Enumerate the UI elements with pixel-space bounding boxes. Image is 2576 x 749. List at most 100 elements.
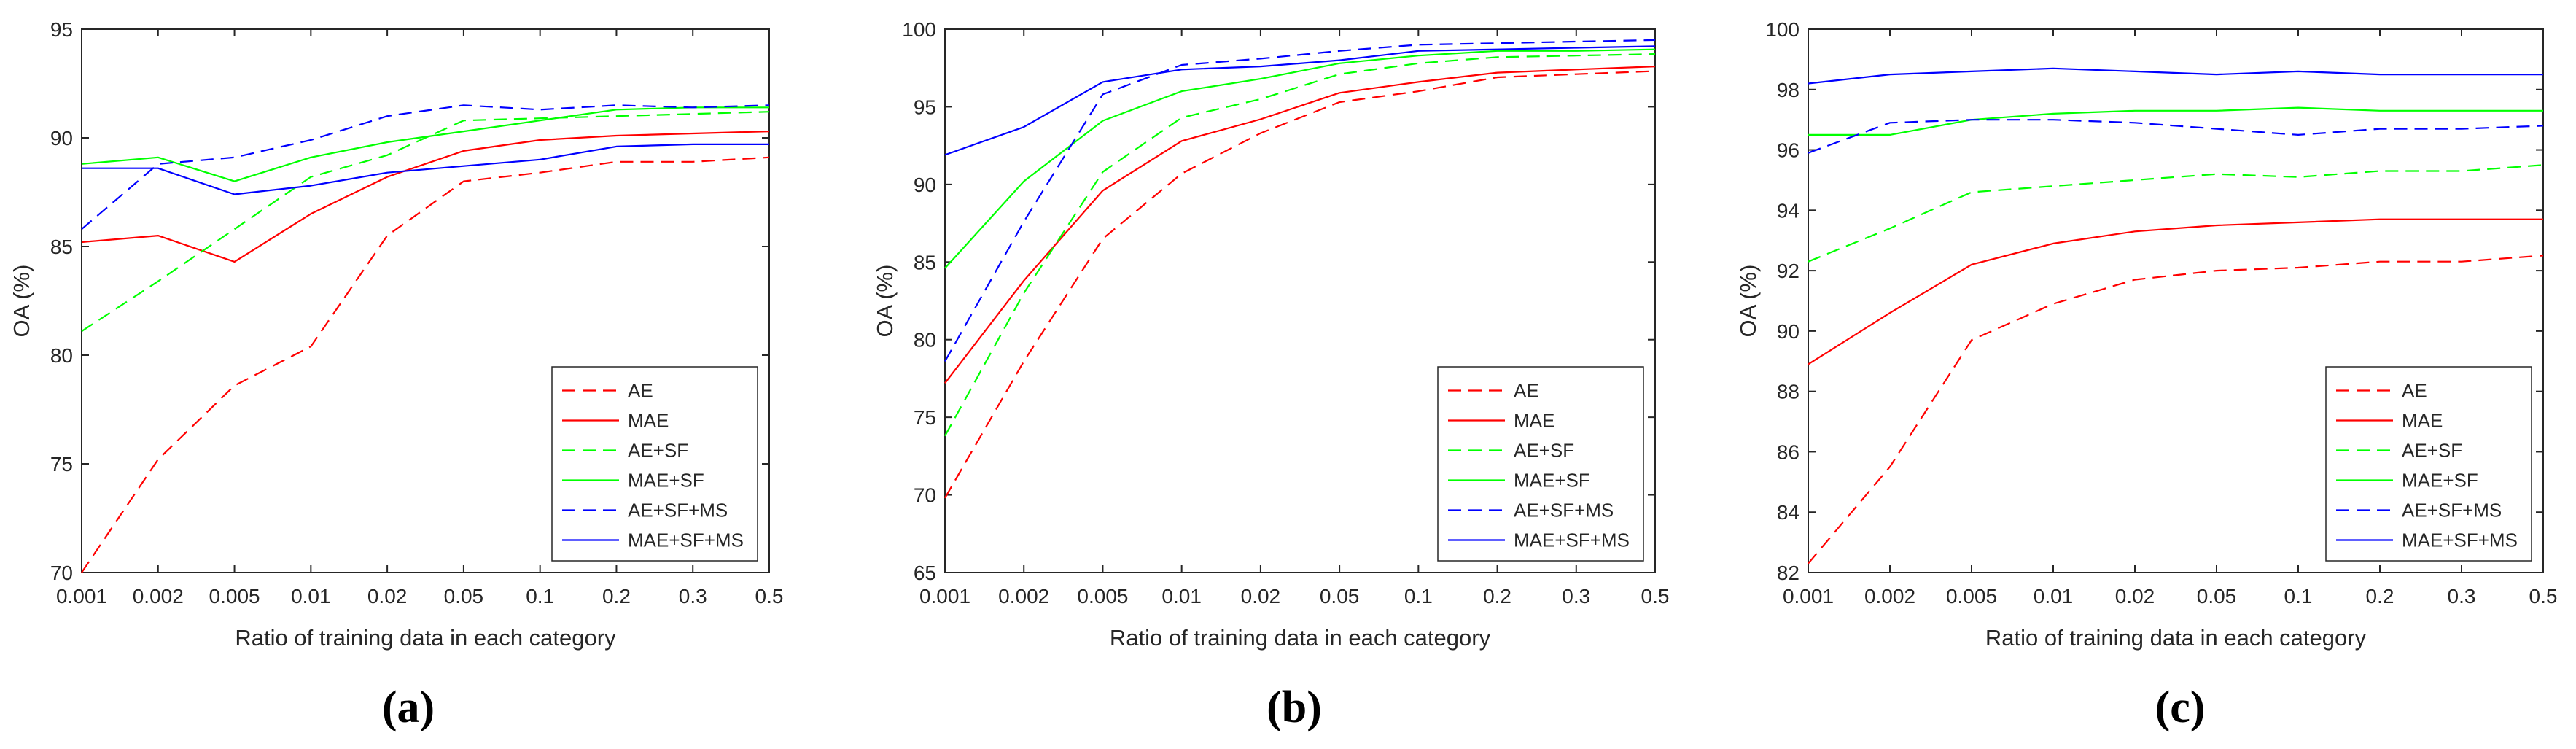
y-tick-label: 70	[50, 562, 73, 584]
y-axis-label: OA (%)	[872, 265, 898, 338]
x-tick-label: 0.01	[2034, 585, 2074, 608]
x-tick-label: 0.01	[291, 585, 331, 608]
series-line-ae-sf-ms	[81, 104, 770, 230]
x-tick-label: 0.001	[919, 585, 970, 608]
series-line-ae-sf-ms	[944, 39, 1656, 362]
x-tick-label: 0.5	[755, 585, 784, 608]
y-tick-label: 90	[50, 127, 73, 150]
y-tick-label: 80	[50, 344, 73, 367]
legend: AE MAE AE+SF MAE+SF AE+SF+MS MAE+SF+MS	[551, 366, 758, 562]
x-tick-label: 0.01	[1161, 585, 1202, 608]
y-tick-label: 90	[1777, 320, 1799, 343]
x-tick-label: 0.5	[2529, 585, 2558, 608]
x-tick-label: 0.005	[1077, 585, 1128, 608]
series-line-mae-sf-ms	[944, 45, 1656, 156]
legend-entry: AE+SF+MS	[1514, 500, 1614, 521]
legend-entry: AE+SF	[2402, 440, 2462, 462]
legend-frame	[551, 366, 758, 562]
legend-entry: AE+SF+MS	[628, 500, 728, 521]
legend: AE MAE AE+SF MAE+SF AE+SF+MS MAE+SF+MS	[2325, 366, 2532, 562]
series-line-mae-sf	[1808, 106, 2543, 136]
y-axis-label: OA (%)	[9, 265, 34, 338]
legend-frame	[2325, 366, 2532, 562]
y-tick-label: 70	[914, 484, 936, 507]
x-tick-label: 0.5	[1641, 585, 1670, 608]
legend-entry: MAE+SF+MS	[1514, 529, 1630, 551]
y-tick-label: 84	[1777, 501, 1799, 524]
x-tick-label: 0.02	[1241, 585, 1281, 608]
x-tick-label: 0.002	[133, 585, 184, 608]
y-tick-label: 98	[1777, 79, 1799, 101]
legend-entry: MAE	[2402, 410, 2443, 432]
x-tick-label: 0.05	[444, 585, 484, 608]
y-tick-label: 94	[1777, 199, 1799, 222]
series-line-mae-sf-ms	[1808, 67, 2543, 85]
series-line-ae-sf	[1808, 164, 2544, 263]
y-tick-label: 75	[914, 406, 936, 429]
x-tick-label: 0.02	[367, 585, 408, 608]
x-tick-label: 0.1	[1404, 585, 1433, 608]
legend-entry: AE+SF+MS	[2402, 500, 2502, 521]
legend-entry: MAE	[628, 410, 669, 432]
series-line-ae	[81, 156, 770, 573]
legend: AE MAE AE+SF MAE+SF AE+SF+MS MAE+SF+MS	[1437, 366, 1644, 562]
y-tick-label: 80	[914, 329, 936, 352]
y-tick-label: 100	[902, 18, 936, 41]
x-tick-label: 0.1	[526, 585, 554, 608]
legend-entry: MAE+SF	[1514, 470, 1590, 492]
x-tick-label: 0.002	[1864, 585, 1915, 608]
x-tick-label: 0.3	[1562, 585, 1590, 608]
legend-entry: MAE+SF+MS	[2402, 529, 2518, 551]
legend-entry: MAE+SF+MS	[628, 529, 744, 551]
panel-label: (b)	[1266, 683, 1322, 732]
chart-panel-2: 65 70 75 80 85 90 95 100 0.001 0.002 0.005 0.01 0.02…	[872, 18, 1669, 732]
series-line-mae	[81, 131, 770, 263]
legend-entry: AE+SF	[1514, 440, 1574, 462]
series-line-ae-sf	[81, 111, 770, 333]
x-tick-label: 0.001	[1783, 585, 1834, 608]
y-tick-label: 82	[1777, 562, 1799, 584]
y-tick-label: 65	[914, 562, 936, 584]
legend-entry: AE	[1514, 380, 1539, 402]
series-line-mae-sf-ms	[82, 143, 769, 195]
y-tick-label: 95	[914, 96, 936, 118]
x-tick-label: 0.02	[2115, 585, 2155, 608]
y-tick-label: 85	[50, 236, 73, 258]
x-tick-label: 0.05	[2197, 585, 2237, 608]
series-line-ae	[1808, 255, 2544, 564]
x-axis-label: Ratio of training data in each category	[1110, 625, 1491, 651]
y-tick-label: 95	[50, 18, 73, 41]
x-axis-label: Ratio of training data in each category	[1985, 625, 2367, 651]
series-line-ae-sf-ms	[1808, 119, 2544, 154]
panel-label: (a)	[382, 683, 435, 732]
x-tick-label: 0.005	[209, 585, 260, 608]
x-tick-label: 0.2	[602, 585, 631, 608]
legend-entry: AE+SF	[628, 440, 688, 462]
y-axis-label: OA (%)	[1735, 265, 1761, 338]
legend-entry: AE	[2402, 380, 2427, 402]
legend-entry: MAE	[1514, 410, 1554, 432]
legend-entry: MAE+SF	[2402, 470, 2478, 492]
legend-entry: AE	[628, 380, 653, 402]
x-tick-label: 0.005	[1946, 585, 1997, 608]
chart-panel-3: 82 84 86 88 90 92 94 96 98 100 0.001 0.002 0.005 0.01…	[1735, 18, 2557, 732]
legend-entry: MAE+SF	[628, 470, 704, 492]
x-tick-label: 0.3	[2448, 585, 2476, 608]
y-tick-label: 88	[1777, 381, 1799, 403]
series-line-ae	[944, 70, 1656, 499]
x-tick-label: 0.2	[2366, 585, 2394, 608]
y-tick-label: 75	[50, 453, 73, 476]
y-tick-label: 92	[1777, 260, 1799, 282]
series-line-mae-sf	[944, 48, 1656, 269]
y-tick-label: 85	[914, 251, 936, 273]
x-tick-label: 0.2	[1483, 585, 1511, 608]
x-tick-label: 0.002	[998, 585, 1049, 608]
series-line-mae	[1808, 218, 2543, 365]
chart-panel-1: 70 75 80 85 90 95 0.001 0.002 0.005 0.01 0.02 0.05 0…	[9, 18, 783, 732]
y-tick-label: 90	[914, 174, 936, 196]
y-tick-label: 96	[1777, 139, 1799, 162]
series-line-ae-sf	[944, 53, 1656, 437]
series-line-mae	[944, 66, 1656, 384]
series-line-mae-sf	[81, 106, 769, 182]
